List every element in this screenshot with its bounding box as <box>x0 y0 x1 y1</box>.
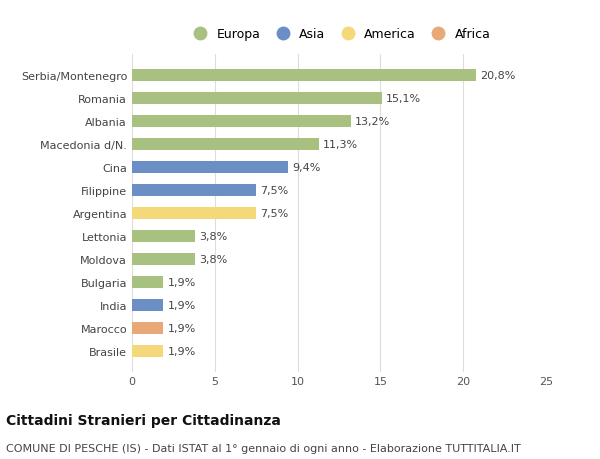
Text: 3,8%: 3,8% <box>199 254 227 264</box>
Bar <box>132 345 163 358</box>
Text: 1,9%: 1,9% <box>167 346 196 356</box>
Text: 1,9%: 1,9% <box>167 300 196 310</box>
Text: 13,2%: 13,2% <box>355 117 390 127</box>
Text: COMUNE DI PESCHE (IS) - Dati ISTAT al 1° gennaio di ogni anno - Elaborazione TUT: COMUNE DI PESCHE (IS) - Dati ISTAT al 1°… <box>6 443 521 453</box>
Bar <box>132 138 319 151</box>
Text: 15,1%: 15,1% <box>386 94 421 104</box>
Bar <box>132 184 256 197</box>
Bar <box>132 115 350 128</box>
Bar <box>132 299 163 312</box>
Text: 9,4%: 9,4% <box>292 162 320 173</box>
Bar <box>132 92 382 105</box>
Text: 7,5%: 7,5% <box>260 185 289 196</box>
Legend: Europa, Asia, America, Africa: Europa, Asia, America, Africa <box>182 23 496 46</box>
Text: 20,8%: 20,8% <box>481 71 516 81</box>
Text: Cittadini Stranieri per Cittadinanza: Cittadini Stranieri per Cittadinanza <box>6 414 281 428</box>
Bar <box>132 322 163 335</box>
Text: 3,8%: 3,8% <box>199 231 227 241</box>
Text: 1,9%: 1,9% <box>167 323 196 333</box>
Bar <box>132 207 256 220</box>
Text: 7,5%: 7,5% <box>260 208 289 218</box>
Bar <box>132 69 476 82</box>
Text: 1,9%: 1,9% <box>167 277 196 287</box>
Bar <box>132 276 163 289</box>
Text: 11,3%: 11,3% <box>323 140 358 150</box>
Bar <box>132 253 195 266</box>
Bar <box>132 161 287 174</box>
Bar <box>132 230 195 243</box>
